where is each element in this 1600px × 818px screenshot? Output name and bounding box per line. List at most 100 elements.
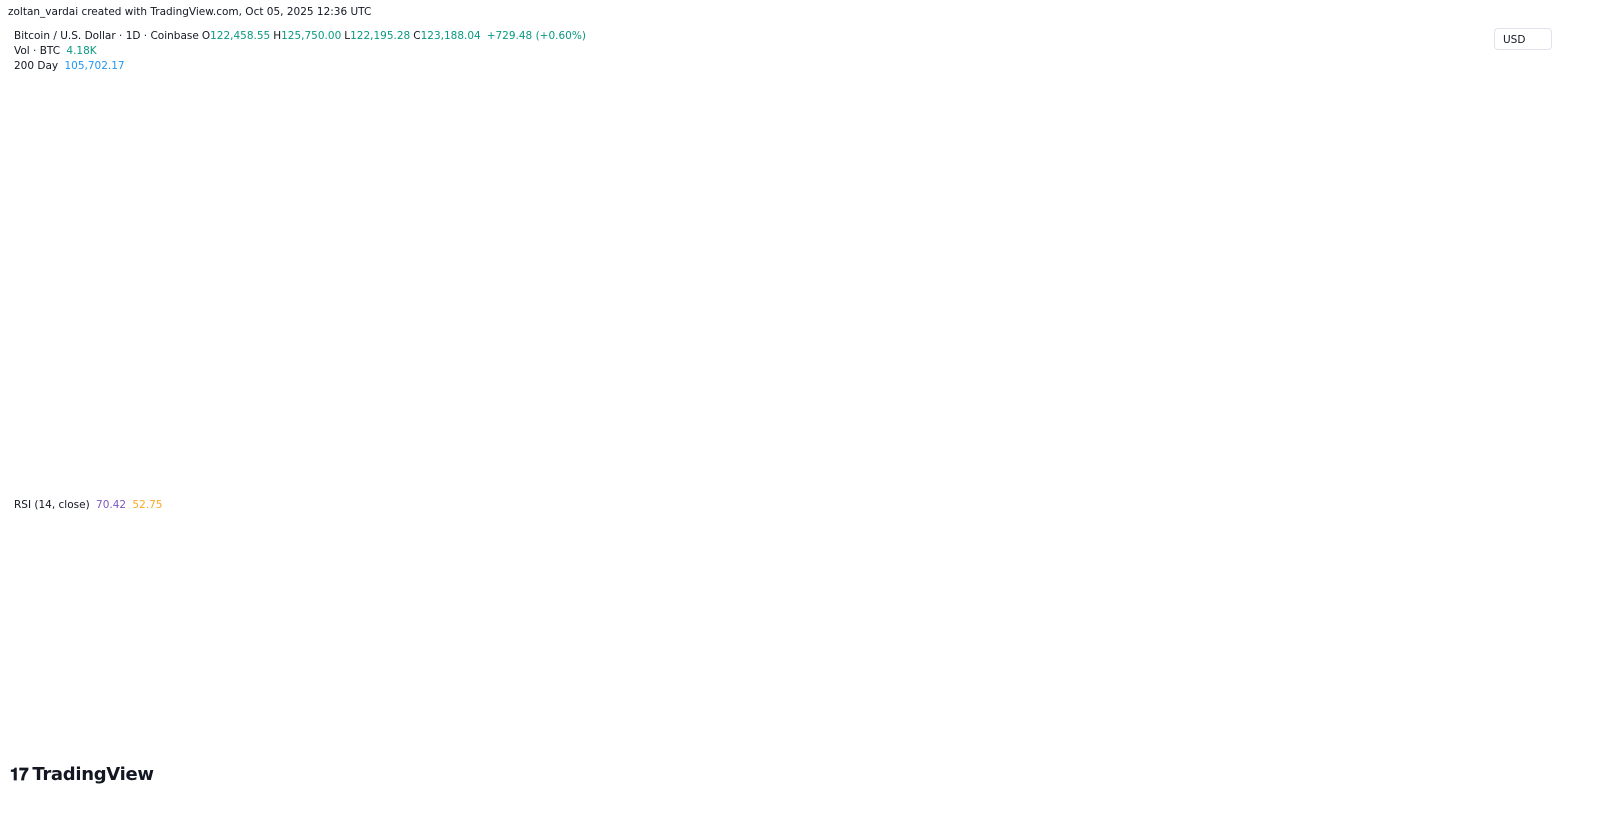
x-tick-label: Jul bbox=[940, 730, 954, 743]
rsi-y-tick-label: 60.00 bbox=[1500, 573, 1532, 586]
candle-body bbox=[1190, 121, 1203, 157]
ohlc-key: O bbox=[201, 30, 211, 42]
candle-body bbox=[1164, 121, 1177, 129]
candle-body bbox=[29, 241, 42, 292]
change: +729.48 (+0.60%) bbox=[486, 30, 586, 42]
candle-body bbox=[1370, 135, 1383, 165]
candle-body bbox=[287, 269, 300, 334]
candle-body bbox=[493, 368, 506, 404]
candle-body bbox=[571, 340, 584, 362]
ohlc-value: 122,458.55 bbox=[210, 30, 271, 42]
event-icon[interactable] bbox=[1439, 472, 1455, 488]
candle-body bbox=[1396, 164, 1409, 168]
volume-bar bbox=[1369, 453, 1384, 490]
currency-button[interactable]: USD bbox=[1494, 28, 1552, 50]
rsi-ma-line bbox=[9, 536, 1439, 662]
volume-badge bbox=[1492, 469, 1532, 483]
candle-body bbox=[519, 365, 532, 404]
rsi-y-tick-label: 80.00 bbox=[1500, 502, 1532, 515]
x-tick-label: 2025 bbox=[0, 730, 28, 743]
volume-bar bbox=[853, 459, 868, 490]
volume-title: Vol · BTC bbox=[14, 45, 61, 57]
volume-bar bbox=[518, 435, 533, 490]
y-tick-label: 116,000.00 bbox=[1498, 132, 1561, 145]
y-tick-label: 76,000.00 bbox=[1498, 415, 1554, 428]
volume-bar bbox=[724, 423, 739, 490]
ohlc-key: C bbox=[413, 30, 421, 42]
x-tick-label: Jun bbox=[783, 730, 801, 743]
volume-last: 4.18K bbox=[66, 45, 97, 57]
volume-bar bbox=[699, 459, 714, 490]
rsi-ma-last: 52.75 bbox=[132, 499, 163, 511]
candle-body bbox=[390, 365, 403, 369]
symbol-legend: Bitcoin / U.S. Dollar · 1D · Coinbase O12… bbox=[14, 30, 589, 42]
ohlc-value: 122,195.28 bbox=[350, 30, 411, 42]
rsi-ma-badge-label: 52.75 bbox=[1496, 598, 1528, 611]
candle-body bbox=[854, 185, 867, 214]
volume-legend: Vol · BTC 4.18K bbox=[14, 45, 100, 57]
y-tick-label: 120,000.00 bbox=[1498, 104, 1561, 117]
volume-bar bbox=[235, 462, 250, 490]
y-tick-label: 84,000.00 bbox=[1498, 358, 1554, 371]
volume-bar bbox=[106, 429, 121, 490]
ma200-badge bbox=[1492, 205, 1556, 220]
x-tick-label: Feb bbox=[164, 730, 183, 743]
candle-body bbox=[829, 185, 842, 221]
x-tick-label: May bbox=[621, 730, 644, 743]
candle-body bbox=[339, 294, 352, 344]
candle-body bbox=[958, 192, 971, 200]
rsi-badge bbox=[1492, 535, 1556, 550]
volume-bar bbox=[673, 444, 688, 490]
rsi-title: RSI (14, close) bbox=[14, 499, 90, 511]
volume-bar bbox=[286, 375, 301, 490]
ohlc-value: 123,188.04 bbox=[420, 30, 481, 42]
ohlc-key: H bbox=[273, 30, 282, 42]
candle-body bbox=[313, 294, 326, 334]
brand-name: TradingView bbox=[32, 764, 154, 785]
rsi-legend: RSI (14, close) 70.42 52.75 bbox=[14, 499, 165, 511]
volume-bar bbox=[957, 468, 972, 490]
volume-bar bbox=[441, 465, 456, 490]
volume-bar bbox=[931, 465, 946, 490]
event-icon[interactable] bbox=[1449, 472, 1465, 488]
candle-body bbox=[1241, 171, 1254, 193]
candle-body bbox=[906, 209, 919, 232]
y-tick-label: 100,000.00 bbox=[1498, 245, 1561, 258]
y-tick-label: 72,000.00 bbox=[1498, 443, 1554, 456]
volume-bar bbox=[467, 444, 482, 490]
volume-bar bbox=[209, 450, 224, 490]
candle-body bbox=[1061, 128, 1074, 133]
volume-bar bbox=[1189, 447, 1204, 490]
y-tick-label: 96,000.00 bbox=[1498, 273, 1554, 286]
candle-body bbox=[1009, 121, 1022, 136]
event-icon[interactable] bbox=[1427, 472, 1443, 488]
volume-bar bbox=[905, 447, 920, 490]
ma200-line bbox=[9, 211, 1439, 453]
volume-bar bbox=[982, 432, 997, 490]
candle-body bbox=[622, 276, 635, 292]
x-tick-label: Sep bbox=[1257, 730, 1278, 743]
candle-body bbox=[416, 347, 429, 366]
candle-body bbox=[983, 135, 996, 193]
rsi-y-tick-label: 30.00 bbox=[1500, 678, 1532, 691]
y-tick-label: 124,000.00 bbox=[1498, 76, 1561, 89]
volume-bar bbox=[1085, 423, 1100, 490]
ma-last: 105,702.17 bbox=[64, 60, 125, 72]
volume-bar bbox=[828, 450, 843, 490]
x-tick-label: Oct bbox=[1412, 730, 1432, 743]
volume-bar bbox=[1214, 441, 1229, 490]
candle-body bbox=[210, 269, 223, 274]
candle-body bbox=[107, 220, 120, 253]
volume-bar bbox=[80, 444, 95, 490]
candle-body bbox=[81, 252, 94, 292]
rsi-y-tick-label: 40.00 bbox=[1500, 643, 1532, 656]
candle-body bbox=[1112, 146, 1125, 161]
y-tick-label: 88,000.00 bbox=[1498, 330, 1554, 343]
volume-bar bbox=[28, 435, 43, 490]
last-price-badge bbox=[1492, 81, 1556, 108]
y-tick-label: 104,000.00 bbox=[1498, 217, 1561, 230]
volume-bar bbox=[54, 423, 69, 490]
candle-body bbox=[468, 358, 481, 369]
volume-bar bbox=[1431, 477, 1446, 490]
volume-bar bbox=[131, 414, 146, 490]
